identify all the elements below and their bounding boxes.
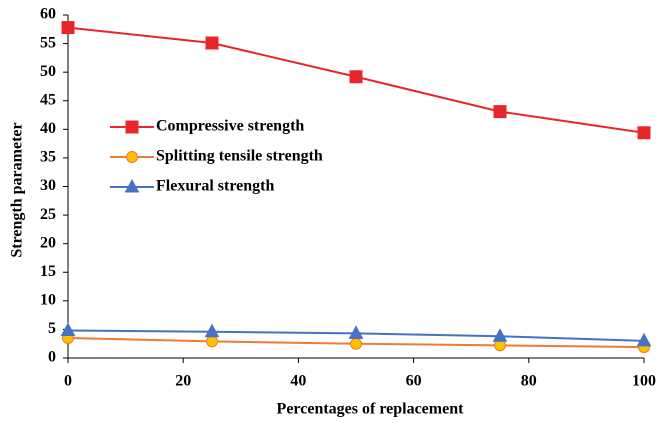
- x-tick-label: 40: [290, 373, 306, 390]
- x-axis-title: Percentages of replacement: [277, 401, 465, 418]
- y-tick-label: 50: [40, 63, 56, 80]
- data-point: [636, 332, 652, 347]
- legend-label: Flexural strength: [156, 178, 274, 195]
- data-point: [61, 21, 75, 35]
- y-tick-label: 5: [48, 320, 56, 337]
- data-point: [493, 105, 507, 119]
- y-tick-label: 30: [40, 177, 56, 194]
- x-tick-label: 80: [521, 373, 537, 390]
- data-point: [637, 126, 651, 140]
- y-tick-label: 45: [40, 91, 56, 108]
- data-point: [206, 335, 218, 348]
- legend-label: Splitting tensile strength: [156, 148, 323, 165]
- data-point: [492, 328, 508, 342]
- y-tick-label: 15: [40, 263, 56, 280]
- data-point: [348, 325, 364, 339]
- y-tick-label: 25: [40, 206, 56, 223]
- y-tick-label: 10: [40, 292, 56, 309]
- data-point: [349, 70, 363, 84]
- x-tick-label: 60: [406, 373, 422, 390]
- x-tick-label: 100: [632, 373, 656, 390]
- data-point: [350, 337, 362, 350]
- x-tick-label: 20: [175, 373, 191, 390]
- y-tick-label: 55: [40, 34, 56, 51]
- y-tick-label: 35: [40, 149, 56, 166]
- legend-marker: [126, 151, 138, 163]
- y-tick-label: 60: [40, 6, 56, 23]
- y-tick-label: 40: [40, 120, 56, 137]
- legend-marker: [124, 178, 140, 193]
- data-point: [205, 36, 219, 50]
- legend-label: Compressive strength: [156, 118, 304, 135]
- data-point: [60, 322, 76, 337]
- y-tick-label: 0: [48, 349, 56, 366]
- x-tick-label: 0: [64, 373, 72, 390]
- y-tick-label: 20: [40, 234, 56, 251]
- data-point: [204, 323, 220, 338]
- legend-marker: [125, 120, 139, 134]
- y-axis-title: Strength parameter: [9, 122, 26, 257]
